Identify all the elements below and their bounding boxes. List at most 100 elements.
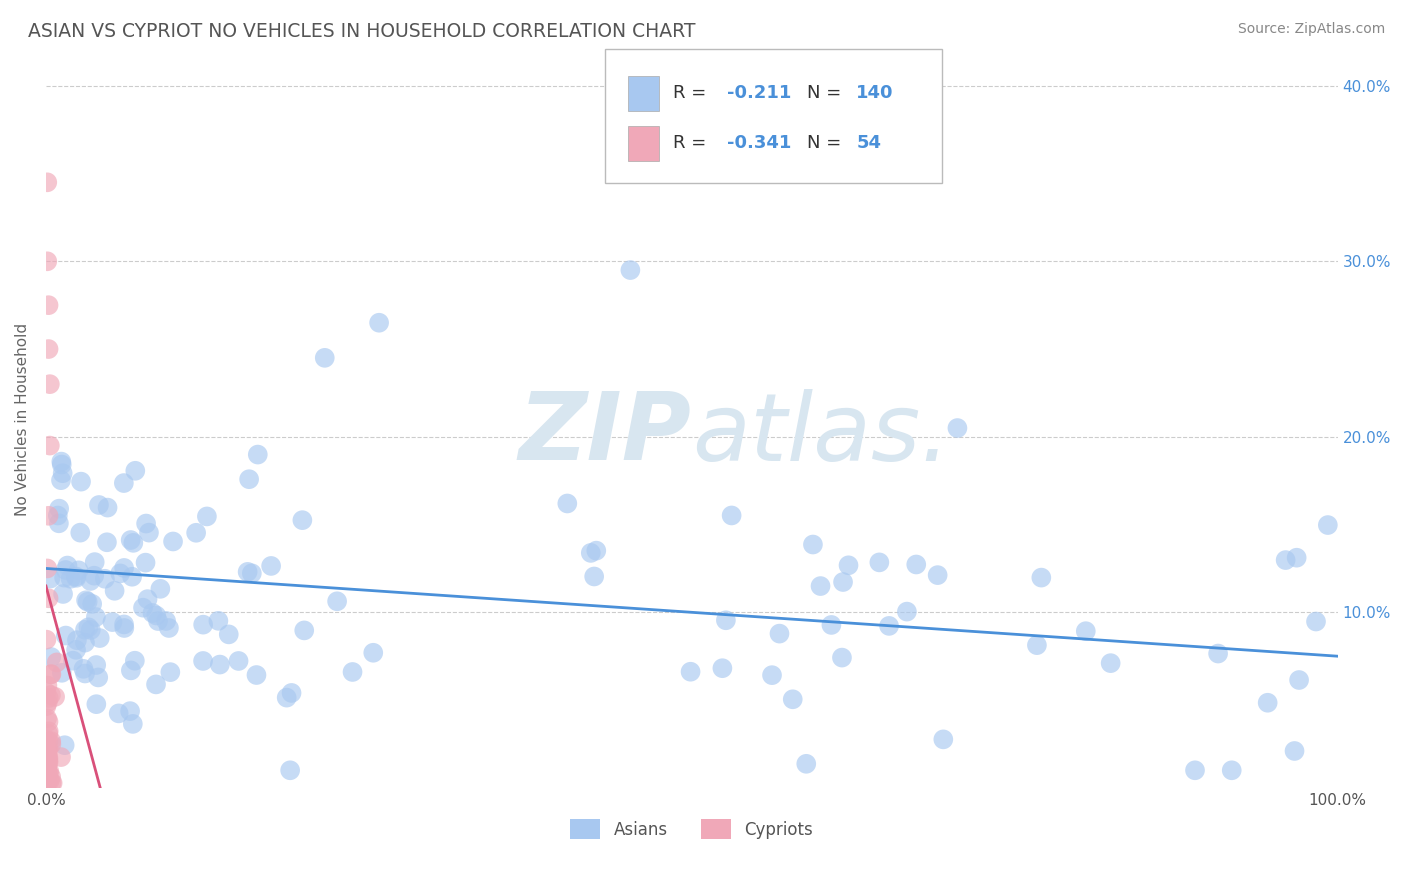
- Point: [292, 624, 315, 638]
- Point: [46, 508, 69, 523]
- Point: [37, 175, 59, 189]
- Point: [53, 738, 76, 752]
- Point: [1288, 673, 1310, 687]
- Point: [84, 658, 107, 673]
- Point: [79, 574, 101, 588]
- Point: [73, 623, 96, 637]
- Point: [65, 569, 87, 583]
- Point: [278, 764, 301, 778]
- Text: R =: R =: [673, 135, 713, 153]
- Point: [35, 699, 58, 714]
- Point: [1285, 550, 1308, 565]
- Point: [65, 642, 87, 657]
- Text: N =: N =: [807, 85, 846, 103]
- Point: [679, 665, 702, 679]
- Point: [121, 717, 143, 731]
- Point: [55, 628, 77, 642]
- Point: [112, 621, 135, 635]
- Point: [585, 543, 607, 558]
- Point: [37, 734, 59, 748]
- Point: [51, 458, 73, 472]
- Point: [122, 536, 145, 550]
- Point: [37, 561, 59, 575]
- Point: [121, 570, 143, 584]
- Point: [768, 626, 790, 640]
- Point: [583, 569, 606, 583]
- Point: [37, 758, 59, 772]
- Point: [84, 610, 107, 624]
- Point: [1220, 764, 1243, 778]
- Point: [77, 620, 100, 634]
- Text: N =: N =: [807, 135, 846, 153]
- Point: [48, 516, 70, 531]
- Legend: Asians, Cypriots: Asians, Cypriots: [564, 813, 820, 846]
- Y-axis label: No Vehicles in Household: No Vehicles in Household: [15, 323, 30, 516]
- Point: [761, 668, 783, 682]
- Point: [38, 764, 60, 779]
- Point: [38, 773, 60, 788]
- Point: [73, 666, 96, 681]
- Point: [946, 421, 969, 435]
- Point: [75, 593, 97, 607]
- Point: [162, 534, 184, 549]
- Point: [107, 706, 129, 721]
- Point: [38, 724, 60, 739]
- Point: [38, 377, 60, 392]
- Point: [38, 342, 60, 356]
- Point: [55, 563, 77, 577]
- Point: [35, 773, 58, 788]
- Point: [112, 476, 135, 491]
- Text: R =: R =: [673, 85, 713, 103]
- Point: [65, 571, 87, 585]
- Point: [35, 744, 58, 758]
- Point: [35, 750, 58, 764]
- Text: ASIAN VS CYPRIOT NO VEHICLES IN HOUSEHOLD CORRELATION CHART: ASIAN VS CYPRIOT NO VEHICLES IN HOUSEHOL…: [28, 22, 696, 41]
- Point: [35, 748, 58, 763]
- Text: 140: 140: [856, 85, 894, 103]
- Point: [37, 714, 59, 729]
- Point: [76, 595, 98, 609]
- Point: [39, 650, 62, 665]
- Point: [905, 558, 928, 572]
- Point: [191, 617, 214, 632]
- Point: [135, 556, 157, 570]
- Point: [41, 667, 63, 681]
- Point: [49, 473, 72, 487]
- Point: [35, 743, 58, 757]
- Point: [73, 635, 96, 649]
- Point: [326, 594, 349, 608]
- Point: [146, 614, 169, 628]
- Text: Source: ZipAtlas.com: Source: ZipAtlas.com: [1237, 22, 1385, 37]
- Point: [87, 498, 110, 512]
- Point: [132, 600, 155, 615]
- Point: [67, 563, 90, 577]
- Point: [149, 582, 172, 596]
- Point: [38, 591, 60, 606]
- Point: [37, 679, 59, 693]
- Point: [361, 646, 384, 660]
- Point: [41, 776, 63, 790]
- Point: [145, 608, 167, 623]
- Point: [59, 572, 82, 586]
- Point: [39, 734, 62, 748]
- Point: [101, 615, 124, 629]
- Point: [38, 298, 60, 312]
- Point: [159, 665, 181, 680]
- Point: [62, 654, 84, 668]
- Point: [112, 617, 135, 632]
- Point: [236, 565, 259, 579]
- Point: [120, 533, 142, 547]
- Point: [1184, 764, 1206, 778]
- Point: [37, 727, 59, 741]
- Point: [276, 690, 298, 705]
- Point: [195, 509, 218, 524]
- Point: [80, 623, 103, 637]
- Point: [39, 667, 62, 681]
- Point: [810, 579, 832, 593]
- Point: [245, 668, 267, 682]
- Point: [208, 657, 231, 672]
- Point: [56, 558, 79, 573]
- Point: [45, 656, 67, 670]
- Point: [896, 605, 918, 619]
- Point: [124, 654, 146, 668]
